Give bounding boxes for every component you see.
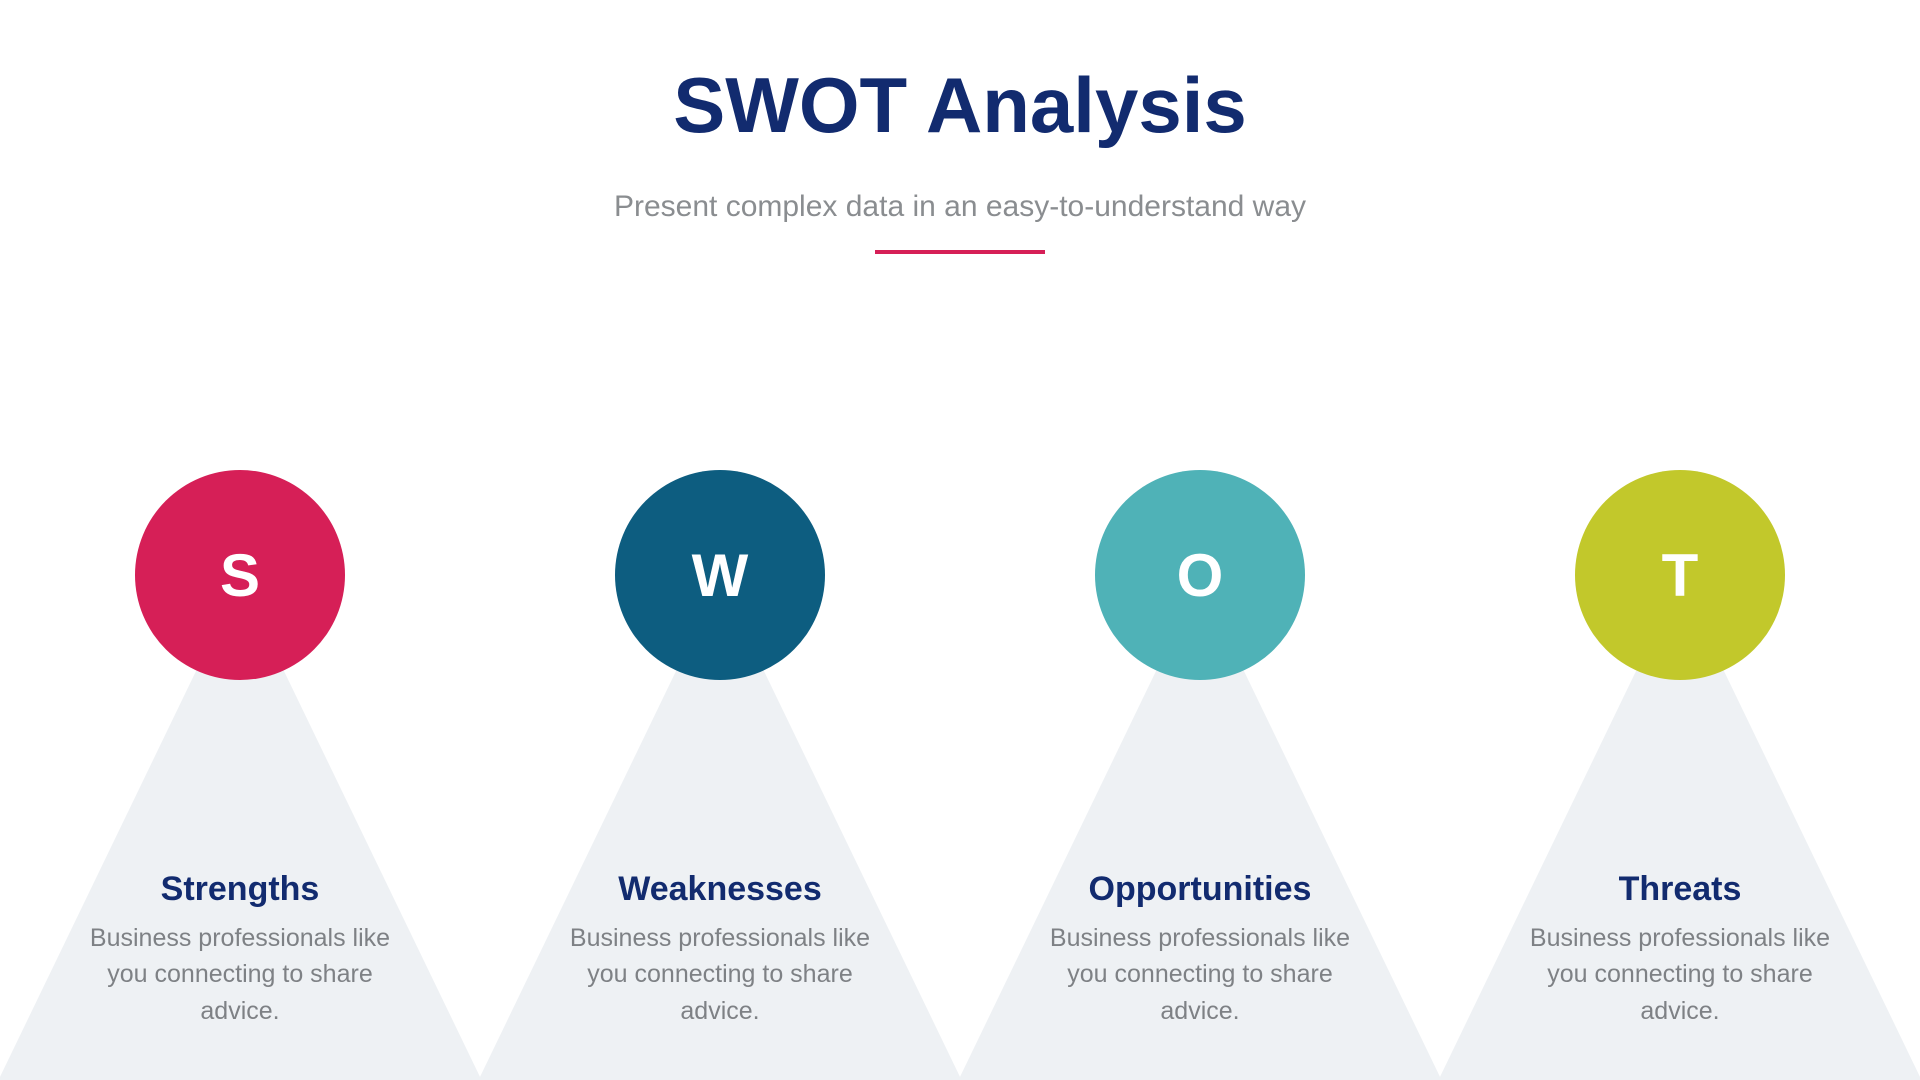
swot-letter-circle: T xyxy=(1575,470,1785,680)
swot-letter-circle: W xyxy=(615,470,825,680)
swot-item-weaknesses: W Weaknesses Business professionals like y… xyxy=(495,470,945,1080)
swot-heading: Threats xyxy=(1455,870,1905,909)
swot-slide: SWOT Analysis Present complex data in an… xyxy=(0,0,1920,1080)
swot-description: Business professionals like you connecti… xyxy=(555,920,885,1029)
swot-description: Business professionals like you connecti… xyxy=(75,920,405,1029)
swot-letter: W xyxy=(692,541,749,610)
swot-item-threats: T Threats Business professionals like you … xyxy=(1455,470,1905,1080)
swot-letter-circle: S xyxy=(135,470,345,680)
swot-heading: Strengths xyxy=(15,870,465,909)
title-underline xyxy=(875,250,1045,254)
swot-description: Business professionals like you connecti… xyxy=(1515,920,1845,1029)
swot-heading: Weaknesses xyxy=(495,870,945,909)
swot-letter: S xyxy=(220,541,260,610)
swot-item-opportunities: O Opportunities Business professionals lik… xyxy=(975,470,1425,1080)
swot-letter: T xyxy=(1662,541,1699,610)
slide-title: SWOT Analysis xyxy=(0,60,1920,151)
swot-letter-circle: O xyxy=(1095,470,1305,680)
swot-item-strengths: S Strengths Business professionals like yo… xyxy=(15,470,465,1080)
swot-description: Business professionals like you connecti… xyxy=(1035,920,1365,1029)
swot-heading: Opportunities xyxy=(975,870,1425,909)
slide-subtitle: Present complex data in an easy-to-under… xyxy=(0,190,1920,224)
swot-items-row: S Strengths Business professionals like yo… xyxy=(0,470,1920,1080)
swot-letter: O xyxy=(1177,541,1224,610)
